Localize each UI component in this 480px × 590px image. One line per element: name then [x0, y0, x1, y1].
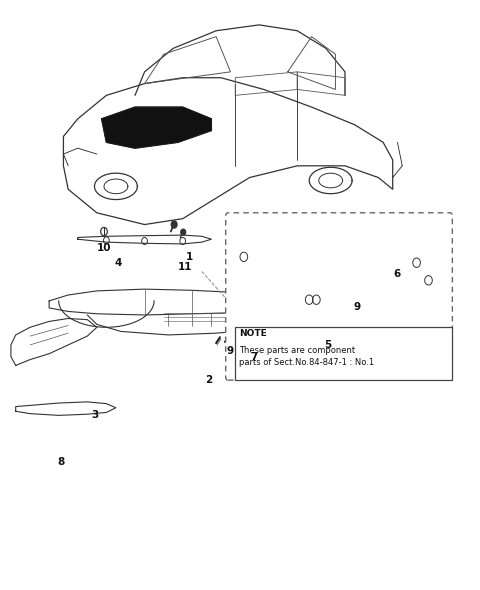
- Text: 3: 3: [91, 411, 98, 421]
- Text: NOTE: NOTE: [239, 329, 267, 338]
- Text: 11: 11: [178, 262, 192, 272]
- Text: 9: 9: [227, 346, 234, 356]
- Text: 7: 7: [251, 352, 258, 362]
- Text: 10: 10: [97, 243, 111, 253]
- Text: 2: 2: [205, 375, 213, 385]
- Text: 4: 4: [115, 258, 122, 268]
- FancyBboxPatch shape: [226, 213, 452, 380]
- Text: 6: 6: [394, 270, 401, 280]
- Text: 1: 1: [186, 252, 193, 262]
- Text: 5: 5: [324, 340, 332, 350]
- Circle shape: [181, 230, 186, 235]
- Text: 8: 8: [58, 457, 65, 467]
- FancyBboxPatch shape: [235, 327, 452, 380]
- Circle shape: [171, 221, 177, 228]
- Text: 9: 9: [353, 301, 360, 312]
- Text: These parts are component
parts of Sect.No.84-847-1 : No.1: These parts are component parts of Sect.…: [239, 346, 374, 368]
- Polygon shape: [102, 107, 211, 148]
